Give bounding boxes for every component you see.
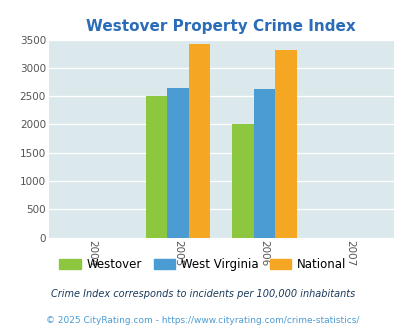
- Bar: [232, 124, 253, 238]
- Bar: [188, 44, 210, 238]
- Bar: [275, 50, 296, 238]
- Title: Westover Property Crime Index: Westover Property Crime Index: [86, 19, 355, 34]
- Bar: [167, 88, 188, 238]
- Text: © 2025 CityRating.com - https://www.cityrating.com/crime-statistics/: © 2025 CityRating.com - https://www.city…: [46, 316, 359, 325]
- Legend: Westover, West Virginia, National: Westover, West Virginia, National: [54, 253, 351, 276]
- Bar: [145, 96, 167, 238]
- Text: Crime Index corresponds to incidents per 100,000 inhabitants: Crime Index corresponds to incidents per…: [51, 289, 354, 299]
- Bar: [253, 89, 275, 238]
